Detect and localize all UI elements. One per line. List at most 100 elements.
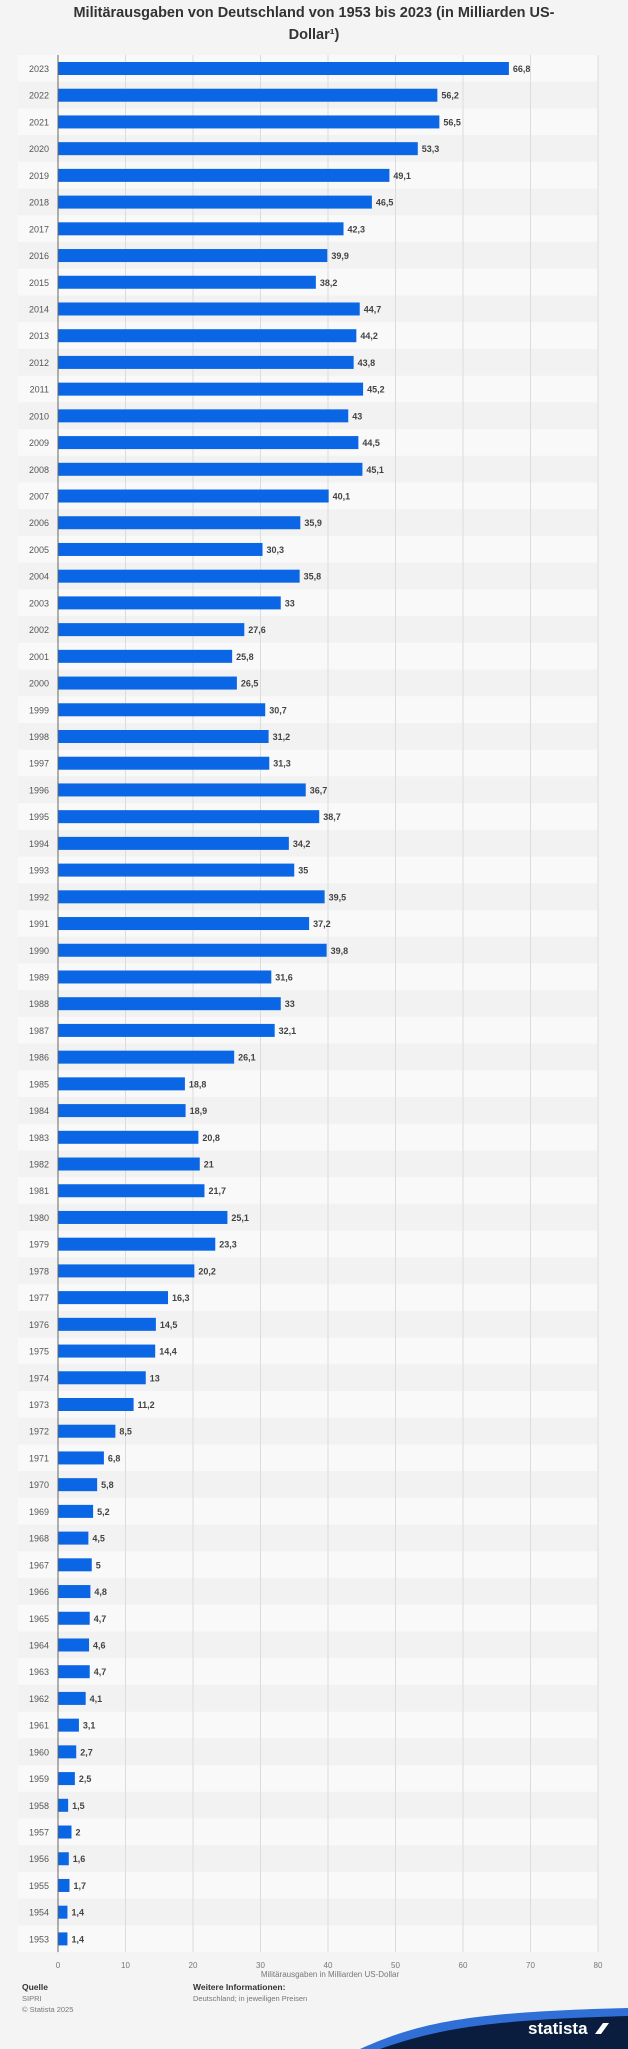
category-label-1985: 1985: [29, 1079, 49, 1089]
value-label-1987: 32,1: [279, 1026, 297, 1036]
value-label-1955: 1,7: [73, 1881, 86, 1891]
x-tick-70: 70: [526, 1961, 535, 1970]
bar-2017: [58, 222, 344, 236]
bar-2006: [58, 516, 301, 530]
bar-1966: [58, 1585, 91, 1599]
statista-logo: statista: [528, 2019, 588, 2038]
row-band: [18, 1818, 598, 1846]
bar-1980: [58, 1210, 228, 1224]
category-label-1981: 1981: [29, 1186, 49, 1196]
category-label-2003: 2003: [29, 598, 49, 608]
value-label-1960: 2,7: [80, 1747, 93, 1757]
category-label-2006: 2006: [29, 518, 49, 528]
bar-2014: [58, 302, 360, 316]
value-label-1967: 5: [96, 1560, 101, 1570]
row-band: [18, 1631, 598, 1659]
category-label-1970: 1970: [29, 1480, 49, 1490]
value-label-1998: 31,2: [273, 732, 291, 742]
x-tick-60: 60: [459, 1961, 468, 1970]
source-line-2: © Statista 2025: [22, 2005, 74, 2014]
value-label-2023: 66,8: [513, 64, 531, 74]
category-label-1958: 1958: [29, 1801, 49, 1811]
value-label-2009: 44,5: [362, 438, 380, 448]
bar-2016: [58, 249, 328, 263]
value-label-1970: 5,8: [101, 1480, 114, 1490]
brand-band: [360, 2008, 628, 2049]
category-label-1955: 1955: [29, 1881, 49, 1891]
bar-1967: [58, 1558, 92, 1572]
category-label-1963: 1963: [29, 1667, 49, 1677]
bar-2022: [58, 88, 438, 102]
value-label-1956: 1,6: [73, 1854, 86, 1864]
row-band: [18, 1684, 598, 1712]
value-label-1976: 14,5: [160, 1320, 178, 1330]
bar-1974: [58, 1371, 146, 1385]
value-label-2008: 45,1: [366, 465, 384, 475]
category-label-2015: 2015: [29, 278, 49, 288]
x-tick-50: 50: [391, 1961, 400, 1970]
category-label-1972: 1972: [29, 1427, 49, 1437]
bar-1990: [58, 943, 327, 957]
value-label-2000: 26,5: [241, 679, 259, 689]
value-label-2021: 56,5: [443, 117, 461, 127]
x-tick-80: 80: [594, 1961, 603, 1970]
bar-2009: [58, 436, 359, 450]
bar-1956: [58, 1852, 69, 1866]
bar-2012: [58, 355, 354, 369]
category-label-2010: 2010: [29, 411, 49, 421]
value-label-2013: 44,2: [360, 331, 378, 341]
statista-logo-icon: [595, 2023, 609, 2034]
value-label-1993: 35: [298, 866, 308, 876]
value-label-1992: 39,5: [329, 892, 347, 902]
value-label-2022: 56,2: [441, 91, 459, 101]
category-label-1999: 1999: [29, 705, 49, 715]
bar-1973: [58, 1398, 134, 1411]
value-label-1972: 8,5: [119, 1427, 132, 1437]
category-label-2004: 2004: [29, 572, 49, 582]
value-label-2012: 43,8: [358, 358, 376, 368]
bar-1997: [58, 756, 270, 770]
info-heading: Weitere Informationen:: [193, 1982, 286, 1992]
bar-2023: [58, 62, 509, 75]
row-band: [18, 1738, 598, 1766]
chart-title: Militärausgaben von Deutschland von 1953…: [73, 5, 555, 43]
category-label-1993: 1993: [29, 866, 49, 876]
bar-1983: [58, 1130, 199, 1144]
bar-1978: [58, 1264, 195, 1278]
row-band: [18, 1898, 598, 1926]
bar-1984: [58, 1104, 186, 1118]
value-label-1996: 36,7: [310, 785, 328, 795]
value-label-1975: 14,4: [159, 1347, 177, 1357]
value-label-2010: 43: [352, 411, 362, 421]
category-label-1987: 1987: [29, 1026, 49, 1036]
category-label-1994: 1994: [29, 839, 49, 849]
category-label-2021: 2021: [29, 117, 49, 127]
bar-2004: [58, 569, 300, 583]
category-label-1979: 1979: [29, 1240, 49, 1250]
bar-2019: [58, 168, 390, 182]
bar-1988: [58, 997, 281, 1011]
bar-1961: [58, 1718, 79, 1732]
value-label-2018: 46,5: [376, 198, 394, 208]
bar-2018: [58, 195, 372, 209]
bar-1970: [58, 1478, 98, 1492]
x-tick-30: 30: [256, 1961, 265, 1970]
category-label-1992: 1992: [29, 892, 49, 902]
bar-1999: [58, 703, 266, 717]
category-label-1991: 1991: [29, 919, 49, 929]
bar-1955: [58, 1878, 70, 1892]
category-label-1965: 1965: [29, 1614, 49, 1624]
bar-1977: [58, 1291, 169, 1305]
value-label-1997: 31,3: [273, 759, 291, 769]
bars: [58, 62, 509, 1946]
bar-1982: [58, 1157, 200, 1171]
category-label-1990: 1990: [29, 946, 49, 956]
bar-2008: [58, 462, 363, 476]
x-axis-label: Militärausgaben in Milliarden US-Dollar: [261, 1970, 400, 1979]
row-band: [18, 1845, 598, 1872]
value-label-2001: 25,8: [236, 652, 254, 662]
row-band: [18, 1711, 598, 1739]
row-band: [18, 1578, 598, 1605]
value-label-1962: 4,1: [90, 1694, 103, 1704]
bar-1953: [58, 1932, 68, 1946]
